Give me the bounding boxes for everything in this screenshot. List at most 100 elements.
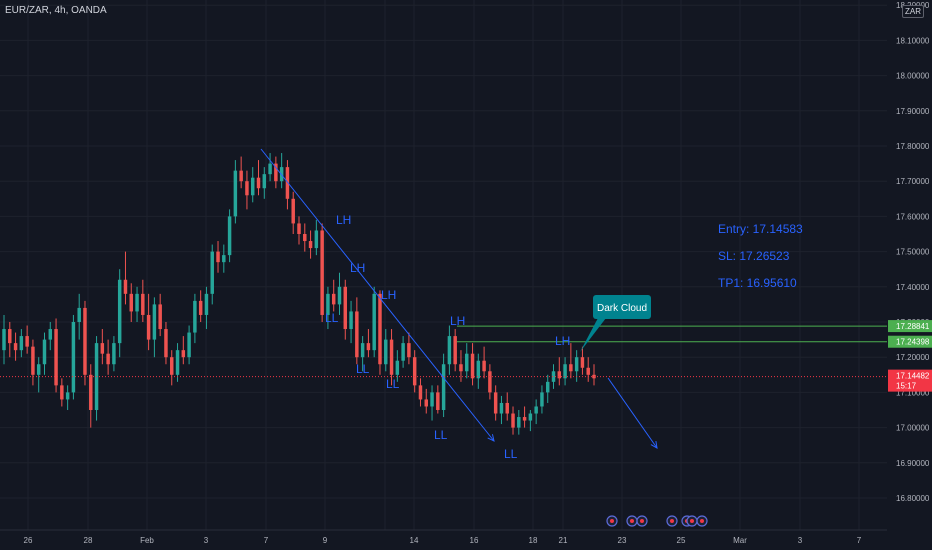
entry-label: Entry: 17.14583: [718, 222, 803, 236]
trend-arrow-projection: [607, 377, 658, 449]
time-tick-label: 23: [618, 536, 627, 545]
event-markers: [606, 515, 708, 527]
candle-body: [100, 343, 105, 354]
candle-body: [459, 364, 463, 372]
candle-body: [522, 417, 527, 421]
calendar-event-dot: [690, 519, 694, 523]
trend-arrow-down-head: [487, 434, 495, 442]
price-tick-label: 17.10000: [896, 388, 930, 397]
candle-body: [135, 293, 139, 312]
price-tick-label: 17.60000: [896, 212, 930, 221]
candle-body: [308, 241, 313, 249]
candle-body: [569, 364, 573, 372]
candle-body: [407, 343, 411, 358]
candle-body: [285, 167, 290, 199]
swing-label-lh: LH: [336, 213, 351, 227]
candle-body: [106, 353, 110, 365]
time-tick-label: Mar: [733, 536, 747, 545]
time-tick-label: 7: [264, 536, 269, 545]
candle-body: [48, 329, 53, 340]
candle-body: [545, 381, 550, 393]
candle-body: [378, 293, 382, 365]
candle-body: [424, 399, 428, 407]
candle-body: [470, 353, 475, 379]
candle-body: [262, 174, 267, 189]
price-tick-label: 17.50000: [896, 248, 930, 257]
price-tick-label: 18.10000: [896, 36, 930, 45]
time-tick-label: 16: [470, 536, 479, 545]
candle-body: [574, 357, 579, 372]
dark-cloud-callout: Dark Cloud: [580, 295, 651, 352]
trend-arrow-down: [260, 148, 495, 442]
candle-body: [274, 163, 278, 182]
time-tick-label: 7: [857, 536, 862, 545]
candle-body: [505, 402, 509, 414]
candle-body: [366, 343, 371, 351]
candle-body: [13, 343, 18, 351]
candle-body: [418, 385, 423, 400]
candle-body: [580, 357, 585, 368]
level-badge-1: [888, 320, 932, 333]
price-tick-label: 17.20000: [896, 353, 930, 362]
candle-body: [77, 307, 81, 322]
candle-body: [563, 364, 567, 379]
candle-body: [303, 234, 307, 242]
time-tick-label: Feb: [140, 536, 154, 545]
symbol-title[interactable]: EUR/ZAR, 4h, OANDA: [5, 5, 107, 16]
candle-body: [511, 413, 515, 428]
candle-body: [540, 392, 544, 407]
candle-body: [372, 293, 376, 351]
candle-body: [233, 170, 238, 217]
swing-label-ll: LL: [356, 362, 370, 376]
time-tick-label: 21: [559, 536, 568, 545]
candle-body: [42, 339, 47, 365]
swing-label-lh: LH: [450, 314, 465, 328]
candle-body: [557, 371, 562, 379]
current-price-label: 17.14482: [896, 372, 930, 381]
price-tick-label: 16.80000: [896, 494, 930, 503]
candle-body: [441, 364, 446, 410]
candle-body: [360, 343, 365, 358]
candle-body: [146, 314, 151, 340]
candle-body: [216, 251, 220, 263]
candle-body: [222, 255, 226, 263]
candle-body: [2, 329, 6, 351]
candle-body: [256, 177, 261, 189]
candle-body: [141, 293, 145, 315]
calendar-event-dot: [610, 519, 614, 523]
candle-body: [175, 350, 180, 375]
candle-body: [314, 230, 319, 249]
time-tick-label: 26: [24, 536, 33, 545]
candle-body: [389, 339, 394, 375]
price-tick-label: 17.70000: [896, 177, 930, 186]
price-tick-label: 17.40000: [896, 283, 930, 292]
candle-body: [239, 170, 243, 182]
candle-body: [210, 251, 214, 294]
candle-body: [158, 304, 162, 330]
candle-body: [181, 350, 186, 358]
current-price-badge: [888, 369, 932, 392]
candle-body: [268, 163, 272, 175]
currency-badge: ZAR: [902, 5, 924, 18]
calendar-event-dot: [630, 519, 634, 523]
time-tick-label: 18: [529, 536, 538, 545]
time-axis: 26 28 Feb 3 7 9 14 16 18 21 23 25 Mar 3 7: [0, 529, 887, 545]
candle-body: [198, 300, 203, 315]
level-badge-2: [888, 335, 932, 348]
callout-box: [593, 295, 651, 319]
candle-body: [117, 279, 122, 344]
swing-label-ll: LL: [325, 311, 339, 325]
candle-body: [89, 374, 93, 410]
candle-body: [245, 181, 249, 196]
candle-body: [112, 343, 116, 365]
candle-body: [227, 216, 232, 256]
price-tick-label: 16.90000: [896, 459, 930, 468]
time-tick-label: 25: [677, 536, 686, 545]
candle-body: [291, 198, 295, 224]
candle-body: [250, 177, 255, 196]
candle-body: [152, 304, 157, 340]
candle-body: [326, 293, 330, 315]
price-axis-background: [887, 0, 932, 550]
trend-arrows: [260, 148, 658, 449]
